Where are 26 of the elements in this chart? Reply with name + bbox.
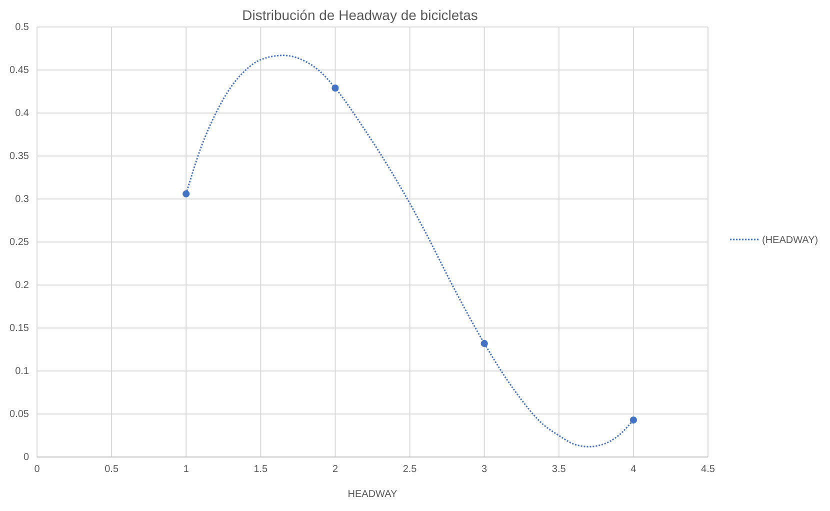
point [630, 416, 638, 424]
y-tick-label: 0.1 [15, 366, 30, 378]
y-tick-label: 0.3 [15, 194, 30, 206]
x-tick-label: 4 [630, 464, 637, 476]
y-tick-label: 0 [23, 452, 30, 464]
x-tick-label: 2 [332, 464, 338, 476]
legend-label: (HEADWAY) [762, 235, 818, 246]
point [182, 190, 190, 198]
x-tick-label: 0.5 [104, 464, 119, 476]
y-tick-label: 0.35 [10, 151, 30, 162]
x-tick-label: 3.5 [552, 464, 566, 476]
y-tick-label: 0.45 [10, 65, 30, 76]
y-tick-label: 0.05 [10, 409, 30, 420]
x-tick-label: 1 [183, 464, 190, 476]
x-tick-label: 0 [34, 464, 40, 476]
y-tick-label: 0.25 [10, 237, 30, 248]
x-tick-label: 3 [482, 464, 488, 476]
x-axis-title: HEADWAY [348, 489, 398, 500]
y-tick-label: 0.2 [15, 280, 30, 292]
y-tick-label: 0.15 [10, 323, 30, 334]
x-tick-label: 1.5 [254, 464, 268, 476]
x-tick-label: 4.5 [701, 464, 716, 476]
y-tick-label: 0.4 [15, 108, 30, 120]
chart-title: Distribución de Headway de bicicletas [242, 7, 478, 23]
y-tick-label: 0.5 [15, 22, 30, 34]
x-tick-label: 2.5 [402, 464, 418, 476]
